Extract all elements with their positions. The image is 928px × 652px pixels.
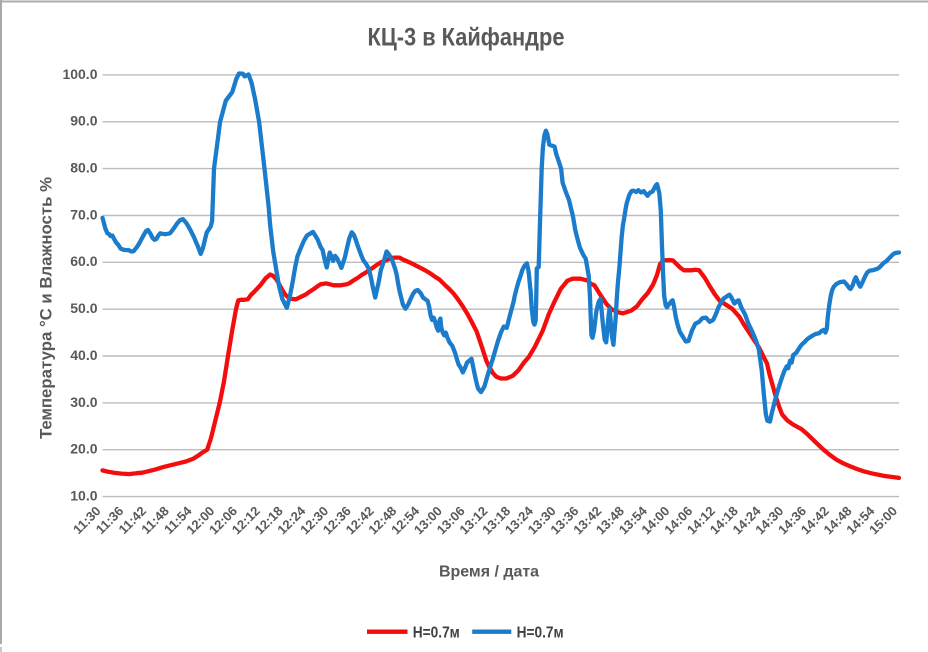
svg-text:КЦ-3 в Кайфандре: КЦ-3 в Кайфандре bbox=[368, 24, 565, 52]
svg-text:40.0: 40.0 bbox=[70, 347, 97, 363]
svg-text:10.0: 10.0 bbox=[70, 488, 97, 504]
svg-text:50.0: 50.0 bbox=[70, 300, 97, 316]
svg-text:Температура °C и Влажность %: Температура °C и Влажность % bbox=[38, 177, 56, 439]
svg-text:60.0: 60.0 bbox=[70, 253, 97, 269]
svg-text:Время / дата: Время / дата bbox=[439, 564, 539, 581]
svg-text:20.0: 20.0 bbox=[70, 441, 97, 457]
svg-text:30.0: 30.0 bbox=[70, 394, 97, 410]
svg-text:Н=0.7м: Н=0.7м bbox=[517, 624, 564, 641]
svg-text:80.0: 80.0 bbox=[70, 160, 97, 176]
svg-text:100.0: 100.0 bbox=[62, 66, 97, 82]
svg-text:90.0: 90.0 bbox=[70, 113, 97, 129]
svg-text:Н=0.7м: Н=0.7м bbox=[413, 624, 460, 641]
svg-text:70.0: 70.0 bbox=[70, 206, 97, 222]
